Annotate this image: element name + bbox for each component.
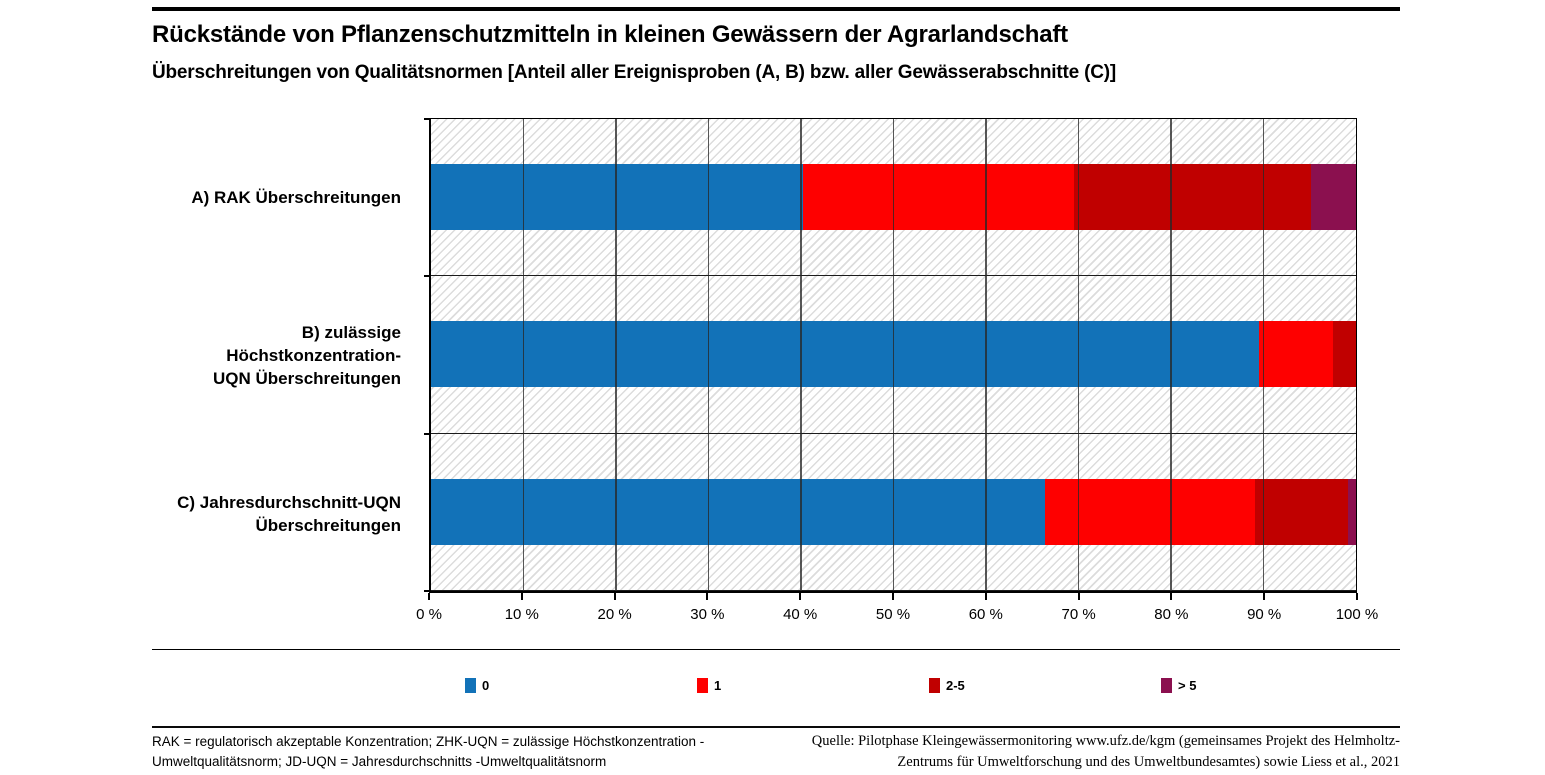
gridline (892, 119, 895, 591)
x-tick-label: 70 % (1061, 606, 1096, 623)
gridline (1170, 119, 1172, 591)
stacked-bar (431, 321, 1356, 388)
category-label: A) RAK Überschreitungen (152, 118, 415, 276)
footer-rule (152, 726, 1400, 728)
x-tick-label: 90 % (1247, 606, 1282, 623)
bar-segment-2-5 (1073, 164, 1311, 231)
axis-tick-left (424, 590, 430, 592)
bar-segment-0 (431, 321, 1259, 388)
source-line-1: Quelle: Pilotphase Kleingewässermonitori… (811, 733, 1400, 749)
legend-item: 2-5 (893, 672, 1125, 698)
gridline (615, 119, 617, 591)
x-tick-label: 80 % (1154, 606, 1189, 623)
x-tick-label: 0 % (416, 606, 442, 623)
bar-segment-2-5 (1332, 321, 1356, 388)
legend-item: > 5 (1125, 672, 1357, 698)
bar-segment-> 5 (1310, 164, 1356, 231)
axis-tick-left (424, 118, 430, 120)
gridline (1077, 119, 1080, 591)
stacked-bar (431, 478, 1356, 545)
axis-tick-bottom (1356, 593, 1358, 600)
category-label-line: C) Jahresdurchschnitt-UQN (177, 492, 401, 512)
stacked-bar (431, 164, 1356, 231)
bar-segment-1 (1258, 321, 1333, 388)
bar-segment-1 (1045, 478, 1256, 545)
category-label-line: B) zulässige Höchstkonzentration- (226, 322, 401, 365)
category-label-line: A) RAK Überschreitungen (191, 187, 401, 207)
footnote-line-2: Umweltqualitätsnorm; JD-UQN = Jahresdurc… (152, 753, 607, 769)
footnote-line-1: RAK = regulatorisch akzeptable Konzentra… (152, 734, 705, 749)
axis-tick-bottom (706, 593, 709, 600)
x-tick-label: 20 % (597, 606, 632, 623)
axis-tick-left (424, 275, 430, 278)
axis-tick-bottom (428, 593, 430, 600)
legend-item: 0 (429, 672, 661, 698)
x-tick-label: 10 % (504, 606, 539, 623)
legend-label: 2-5 (946, 677, 965, 693)
x-axis: 0 % 10 % 20 % 30 % 40 % 50 % 60 % 70 % 80 % 90 % 1… (416, 593, 1378, 623)
legend-item: 1 (661, 672, 893, 698)
axis-tick-bottom (799, 593, 802, 600)
gridline (985, 119, 987, 591)
legend-label: 1 (714, 677, 722, 693)
legend-swatch (697, 677, 708, 693)
footnote-abbreviations: RAK = regulatorisch akzeptable Konzentra… (152, 732, 732, 771)
bar-segment-0 (431, 164, 803, 231)
category-labels: A) RAK Überschreitungen B) zulässige Höch… (152, 118, 415, 593)
axis-tick-bottom (1263, 593, 1266, 600)
legend-label: 0 (482, 677, 490, 693)
axis-tick-bottom (1170, 593, 1173, 600)
gridline (1262, 119, 1265, 591)
chart-subtitle: Überschreitungen von Qualitätsnormen [An… (152, 62, 1116, 83)
gridline (800, 119, 802, 591)
category-label: C) Jahresdurchschnitt-UQN Überschreitunge… (152, 435, 415, 593)
legend-label: > 5 (1178, 677, 1197, 693)
legend-swatch (1161, 677, 1172, 693)
gridline (522, 119, 525, 591)
bar-segment-> 5 (1347, 478, 1356, 545)
axis-tick-bottom (613, 593, 616, 600)
axis-tick-left (424, 432, 430, 435)
axis-tick-bottom (984, 593, 987, 600)
legend-divider-line (152, 649, 1400, 650)
bar-segment-0 (431, 478, 1046, 545)
legend-swatch (465, 677, 476, 693)
axis-tick-bottom (1077, 593, 1080, 600)
bar-segment-2-5 (1255, 478, 1348, 545)
source-attribution: Quelle: Pilotphase Kleingewässermonitori… (780, 731, 1400, 773)
legend: 0 1 2-5 > 5 (429, 672, 1357, 698)
x-tick-label: 30 % (690, 606, 725, 623)
bar-segment-1 (802, 164, 1074, 231)
category-label-line: Überschreitungen (255, 515, 401, 535)
plot-area (424, 118, 1357, 593)
chart-title: Rückstände von Pflanzenschutzmitteln in … (152, 21, 1068, 48)
bar-row (431, 434, 1356, 591)
category-label-line: UQN Überschreitungen (213, 368, 401, 388)
x-tick-label: 60 % (968, 606, 1003, 623)
source-line-2: Zentrums für Umweltforschung und des Umw… (897, 754, 1400, 770)
bar-row (431, 119, 1356, 277)
top-rule (152, 7, 1400, 11)
axis-tick-bottom (892, 593, 894, 600)
legend-swatch (929, 677, 940, 693)
x-tick-label: 50 % (875, 606, 911, 623)
category-label: B) zulässige Höchstkonzentration- UQN Übe… (152, 276, 415, 434)
axis-tick-bottom (520, 593, 523, 600)
gridline (707, 119, 710, 591)
x-tick-label: 100 % (1335, 606, 1379, 623)
x-tick-label: 40 % (783, 606, 818, 623)
